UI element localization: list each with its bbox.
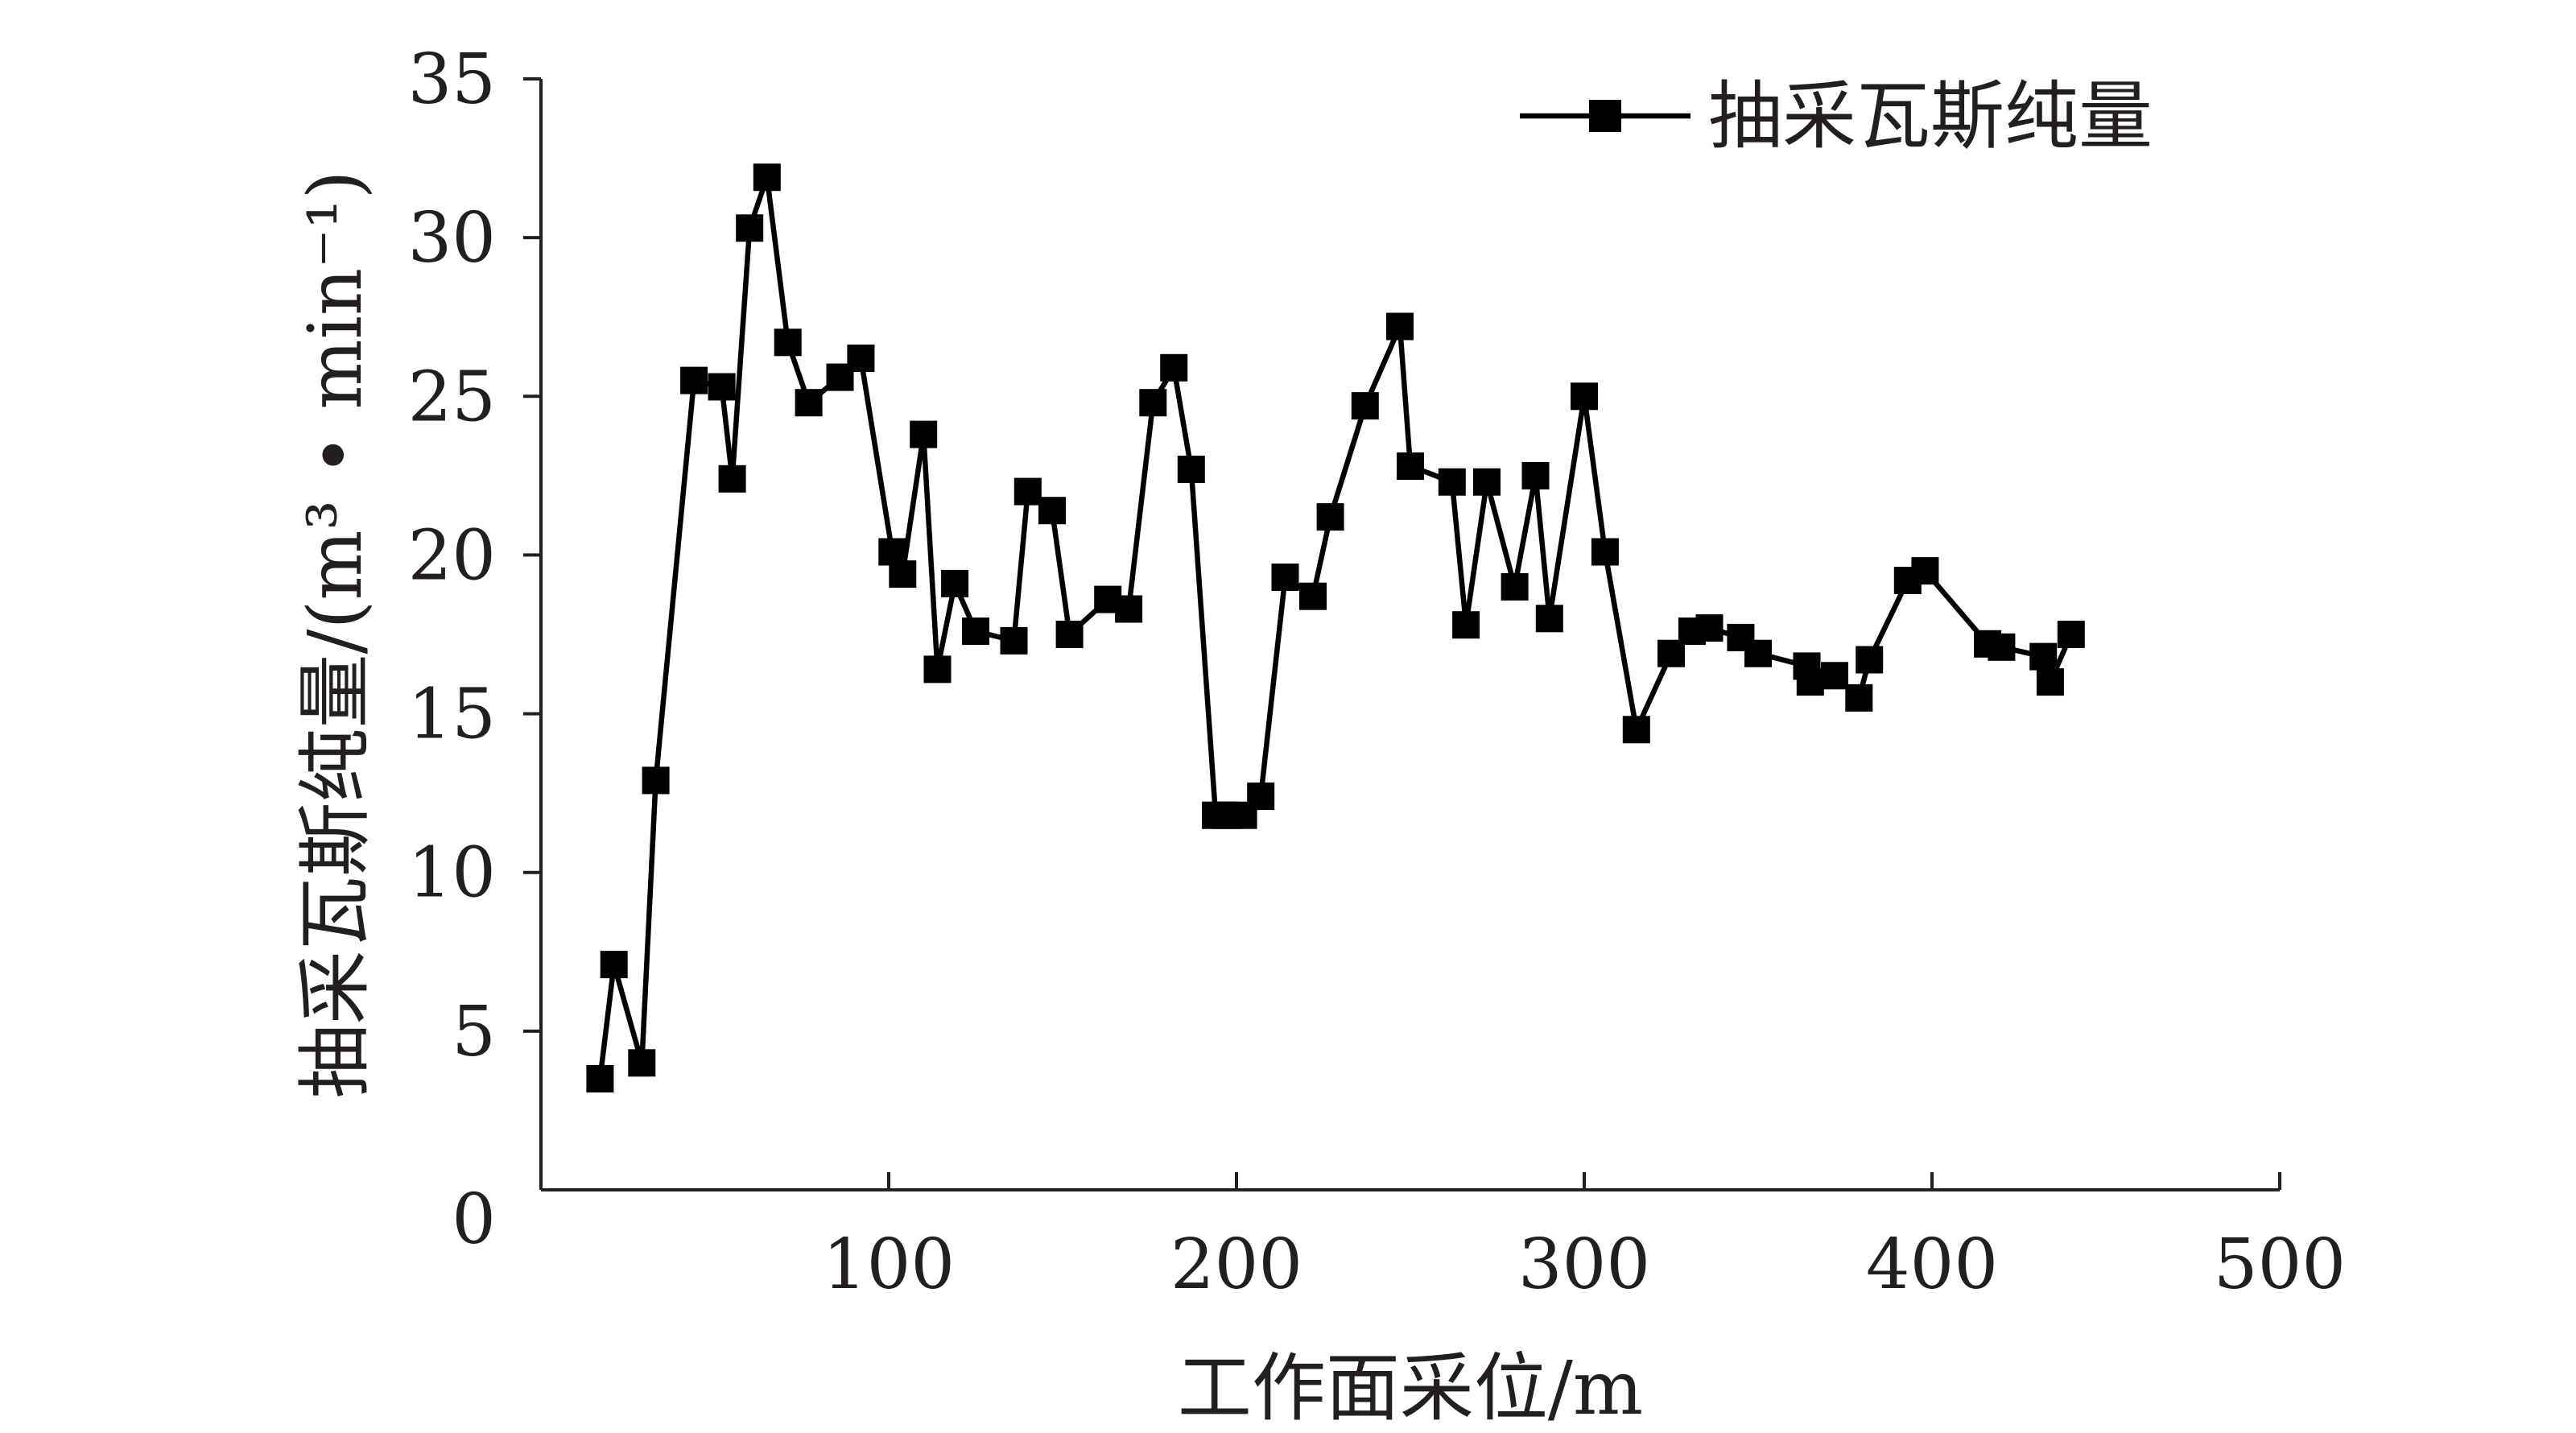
data-point-marker [1473, 468, 1501, 496]
data-point-marker [1139, 389, 1167, 417]
y-tick-label: 20 [408, 515, 496, 596]
data-point-marker [1299, 582, 1327, 610]
x-axis-title: 工作面采位/m [1178, 1345, 1643, 1431]
data-point-marker [1351, 392, 1379, 420]
data-point-marker [736, 214, 764, 242]
data-point-marker [962, 617, 989, 646]
data-point-marker [1271, 564, 1299, 591]
data-point-marker [1397, 452, 1424, 480]
data-point-marker [1911, 557, 1939, 585]
data-point-marker [941, 569, 969, 597]
data-point-marker [847, 345, 875, 372]
data-point-marker [1316, 503, 1344, 531]
y-tick-label: 35 [408, 39, 496, 120]
data-point-marker [1038, 497, 1066, 525]
data-point-marker [923, 655, 952, 683]
data-point-marker [1000, 626, 1028, 655]
data-point-marker [680, 366, 708, 394]
data-point-marker [2029, 642, 2058, 671]
data-point-marker [2057, 621, 2085, 648]
data-point-marker [1386, 312, 1414, 341]
y-axis-ticks: 0 5 10 15 20 25 30 35 [408, 39, 541, 1260]
x-tick-label: 400 [1866, 1224, 1998, 1305]
y-tick-label: 5 [452, 992, 496, 1072]
legend-marker-swatch [1589, 100, 1621, 132]
y-tick-label: 25 [408, 357, 496, 437]
data-point-marker [910, 420, 938, 448]
data-point-marker [1438, 468, 1466, 496]
y-tick-label: 30 [408, 198, 496, 279]
data-point-marker [1988, 633, 2016, 661]
x-axis-ticks: 100 200 300 400 500 [823, 1172, 2346, 1305]
x-tick-label: 500 [2214, 1224, 2346, 1305]
data-point-marker [1247, 783, 1275, 811]
series-line [597, 174, 2074, 1082]
data-point-marker [1856, 646, 1884, 674]
data-point-marker [1796, 668, 1824, 696]
legend: 抽采瓦斯纯量 [1520, 73, 2153, 159]
data-point-marker [1115, 595, 1143, 623]
data-point-marker [1177, 456, 1205, 483]
data-point-marker [774, 328, 802, 357]
data-point-marker [1055, 621, 1084, 648]
data-point-marker [1501, 572, 1529, 601]
data-point-marker [1622, 716, 1650, 744]
data-point-marker [586, 1065, 614, 1092]
data-point-marker [889, 560, 917, 588]
x-tick-label: 200 [1170, 1224, 1302, 1305]
series-markers [586, 163, 2085, 1092]
data-point-marker [708, 373, 736, 401]
data-point-marker [1535, 605, 1563, 633]
data-point-marker [1013, 477, 1042, 506]
data-point-marker [1571, 382, 1598, 411]
data-point-marker [642, 766, 670, 795]
data-point-marker [753, 163, 781, 192]
data-point-marker [1591, 538, 1619, 566]
data-point-marker [718, 465, 746, 493]
data-point-marker [795, 389, 823, 417]
axes: 0 5 10 15 20 25 30 35 100 200 300 400 500 [408, 39, 2347, 1305]
y-axis-title: 抽采瓦斯纯量/(m³ • min⁻¹) [292, 170, 378, 1098]
data-point-marker [1452, 611, 1480, 639]
x-tick-label: 100 [823, 1224, 955, 1305]
data-point-marker [1845, 683, 1873, 712]
plot-area [586, 163, 2085, 1092]
x-tick-label: 300 [1518, 1224, 1650, 1305]
data-point-marker [1744, 639, 1772, 667]
data-point-marker [600, 951, 628, 979]
y-tick-label: 10 [408, 833, 496, 914]
data-point-marker [1160, 353, 1188, 382]
data-point-marker [1695, 614, 1724, 642]
data-point-marker [1821, 662, 1848, 690]
y-tick-label: 15 [408, 675, 496, 755]
legend-label: 抽采瓦斯纯量 [1708, 73, 2153, 159]
data-point-marker [1521, 461, 1550, 489]
data-point-marker [2036, 668, 2064, 696]
data-point-marker [628, 1049, 656, 1077]
y-tick-label: 0 [452, 1179, 496, 1260]
